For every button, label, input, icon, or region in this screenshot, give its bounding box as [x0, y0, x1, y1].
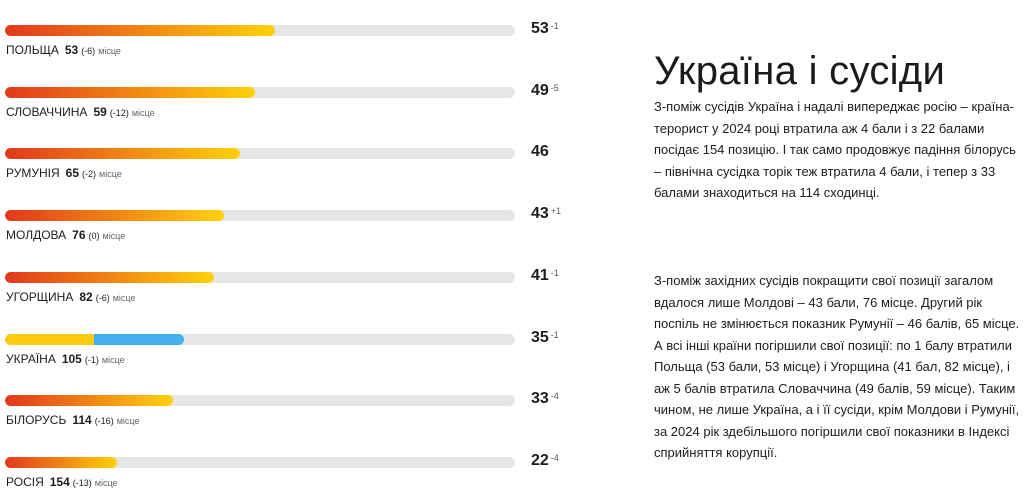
- bar-row: 35 -1 УКРАЇНА 105 (-1) місце: [0, 329, 600, 384]
- bar-row: 49 -5 СЛОВАЧЧИНА 59 (-12) місце: [0, 82, 600, 137]
- score-delta: -4: [550, 391, 559, 402]
- bar-fill: [5, 271, 215, 283]
- score-delta: +1: [550, 206, 562, 217]
- bar-row: 33 -4 БІЛОРУСЬ 114 (-16) місце: [0, 390, 600, 445]
- country-label: БІЛОРУСЬ 114 (-16) місце: [6, 413, 139, 427]
- score-value: 33 -4: [531, 390, 559, 408]
- rank-value: 53: [64, 43, 79, 57]
- rank-value: 114: [72, 413, 92, 428]
- bar-row: 43 +1 МОЛДОВА 76 (0) місце: [0, 205, 600, 260]
- rank-delta: (-6): [81, 46, 96, 56]
- bar-row: 41 -1 УГОРЩИНА 82 (-6) місце: [0, 267, 600, 322]
- score-value: 46: [531, 143, 549, 161]
- score-number: 53: [531, 20, 549, 37]
- score-value: 35 -1: [531, 329, 559, 347]
- score-value: 43 +1: [531, 205, 561, 223]
- score-number: 43: [531, 205, 549, 223]
- country-label: УКРАЇНА 105 (-1) місце: [6, 352, 125, 366]
- rank-delta: (-6): [95, 292, 110, 303]
- bar-fill: [5, 25, 276, 36]
- rank-delta: (-13): [72, 477, 92, 488]
- rank-value: 65: [65, 166, 80, 181]
- score-value: 53 -1: [531, 20, 559, 38]
- place-word: місце: [131, 107, 155, 118]
- rank-delta: (-12): [109, 107, 129, 118]
- country-name: БІЛОРУСЬ: [6, 413, 67, 428]
- bar-track: [5, 456, 515, 468]
- rank-value: 59: [93, 104, 107, 119]
- bar-track: [5, 25, 515, 36]
- place-word: місце: [98, 46, 121, 56]
- country-name: РОСІЯ: [6, 474, 44, 489]
- bar-row: 53 -1 ПОЛЬЩА 53 (-6) місце: [0, 20, 600, 75]
- country-label: СЛОВАЧЧИНА 59 (-12) місце: [6, 105, 155, 119]
- score-number: 49: [531, 81, 549, 99]
- bar-fill: [5, 395, 174, 407]
- bar-track: [5, 148, 515, 160]
- bar-track: [5, 271, 515, 283]
- score-delta: -1: [550, 329, 559, 340]
- bar-track: [5, 86, 515, 98]
- country-label: УГОРЩИНА 82 (-6) місце: [6, 290, 135, 304]
- score-value: 41 -1: [531, 267, 559, 285]
- country-label: ПОЛЬЩА 53 (-6) місце: [6, 43, 121, 57]
- score-delta: -5: [550, 82, 559, 93]
- score-delta: -1: [550, 21, 559, 31]
- score-number: 35: [531, 328, 549, 346]
- country-name: ПОЛЬЩА: [6, 43, 59, 57]
- cpi-bar-chart: 53 -1 ПОЛЬЩА 53 (-6) місце 49 -5 СЛОВАЧЧИНА 59 (-1…: [0, 20, 600, 500]
- place-word: місце: [116, 416, 140, 427]
- country-label: РОСІЯ 154 (-13) місце: [6, 475, 118, 489]
- country-name: МОЛДОВА: [6, 228, 67, 243]
- place-word: місце: [112, 292, 136, 303]
- rank-delta: (0): [88, 231, 100, 242]
- score-delta: -4: [550, 452, 559, 463]
- rank-value: 154: [49, 474, 70, 489]
- bar-row: 46 РУМУНІЯ 65 (-2) місце: [0, 143, 600, 198]
- score-value: 22 -4: [531, 452, 559, 470]
- bar-fill-blue: [94, 333, 184, 345]
- rank-delta: (-1): [84, 354, 99, 365]
- place-word: місце: [101, 354, 125, 365]
- country-name: РУМУНІЯ: [6, 166, 60, 181]
- rank-delta: (-16): [94, 416, 114, 427]
- article-title: Україна і сусіди: [654, 48, 946, 93]
- bar-track: [5, 333, 515, 345]
- score-number: 46: [531, 143, 549, 161]
- place-word: місце: [99, 169, 122, 180]
- rank-delta: (-2): [82, 169, 97, 180]
- rank-value: 76: [72, 228, 86, 243]
- country-name: УГОРЩИНА: [6, 289, 74, 304]
- country-name: УКРАЇНА: [6, 351, 56, 366]
- rank-value: 105: [61, 351, 82, 366]
- place-word: місце: [94, 477, 118, 488]
- bar-track: [5, 210, 515, 222]
- article-paragraph-2: З-поміж західних сусідів покращити свої …: [654, 273, 1020, 460]
- bar-fill: [5, 86, 255, 98]
- bar-fill: [5, 456, 118, 468]
- country-name: СЛОВАЧЧИНА: [6, 104, 88, 119]
- score-number: 41: [531, 266, 549, 284]
- country-label: РУМУНІЯ 65 (-2) місце: [6, 166, 122, 180]
- article-paragraph-1: З-поміж сусідів Україна і надалі виперед…: [654, 99, 1016, 200]
- score-number: 33: [531, 390, 549, 408]
- bar-row: 22 -4 РОСІЯ 154 (-13) місце: [0, 452, 600, 500]
- bar-track: [5, 395, 515, 407]
- bar-fill: [5, 148, 240, 160]
- place-word: місце: [102, 231, 126, 242]
- bar-fill-yellow: [5, 333, 95, 345]
- bar-fill: [5, 210, 225, 222]
- rank-value: 82: [79, 289, 93, 304]
- score-delta: -1: [550, 267, 559, 278]
- score-number: 22: [531, 451, 549, 469]
- score-value: 49 -5: [531, 82, 559, 100]
- country-label: МОЛДОВА 76 (0) місце: [6, 228, 125, 242]
